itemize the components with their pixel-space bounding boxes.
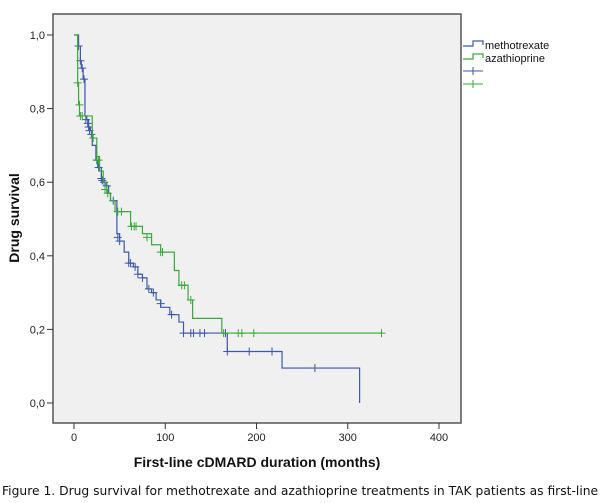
censor-mark bbox=[156, 299, 165, 308]
x-tick-label: 100 bbox=[156, 432, 174, 444]
legend-censor-methotrexate bbox=[463, 67, 483, 75]
censor-mark bbox=[84, 123, 93, 131]
y-tick-label: 0,2 bbox=[30, 324, 45, 336]
censor-mark bbox=[245, 347, 254, 356]
censor-mark bbox=[94, 163, 103, 172]
legend-label: azathioprine bbox=[485, 53, 545, 65]
y-tick-label: 0,0 bbox=[30, 398, 45, 410]
y-tick-label: 0,6 bbox=[30, 177, 45, 189]
x-axis-title: First-line cDMARD duration (months) bbox=[134, 454, 381, 470]
censor-mark bbox=[78, 64, 87, 73]
censor-mark bbox=[223, 347, 232, 356]
censor-mark bbox=[117, 207, 126, 216]
censor-mark bbox=[75, 100, 84, 109]
censor-mark bbox=[89, 134, 98, 143]
censor-mark bbox=[186, 295, 195, 304]
censor-mark bbox=[138, 273, 147, 282]
censor-mark bbox=[74, 42, 83, 51]
censor-mark bbox=[133, 270, 142, 279]
kaplan-meier-chart: 0,0 0,2 0,4 0,6 0,8 1,0 0 100 200 300 400 methotr… bbox=[6, 13, 549, 470]
series-layer bbox=[73, 34, 386, 403]
censor-mark bbox=[83, 119, 92, 128]
x-axis: 0 100 200 300 400 bbox=[71, 423, 448, 444]
y-tick-label: 0,4 bbox=[30, 251, 45, 263]
y-axis: 0,0 0,2 0,4 0,6 0,8 1,0 bbox=[30, 30, 53, 410]
censor-mark bbox=[158, 248, 167, 257]
censor-mark bbox=[73, 78, 82, 87]
censor-mark bbox=[87, 130, 96, 139]
legend-swatch-azathioprine bbox=[463, 53, 484, 60]
censor-mark bbox=[179, 329, 188, 338]
y-tick-label: 1,0 bbox=[30, 30, 45, 42]
x-tick-label: 400 bbox=[430, 432, 448, 444]
censor-mark bbox=[132, 222, 141, 231]
censor-mark bbox=[94, 156, 103, 165]
censor-mark bbox=[377, 329, 386, 338]
censor-mark bbox=[180, 281, 189, 290]
censor-mark bbox=[131, 262, 140, 271]
censor-mark bbox=[98, 176, 107, 185]
censor-mark bbox=[200, 329, 209, 338]
legend-swatch-methotrexate bbox=[463, 40, 484, 47]
censor-mark bbox=[310, 364, 319, 373]
y-tick-label: 0,8 bbox=[30, 104, 45, 116]
censor-mark bbox=[219, 329, 228, 338]
series-azathioprine bbox=[73, 34, 386, 338]
censor-mark bbox=[237, 329, 246, 338]
censor-mark bbox=[268, 347, 277, 356]
censor-mark bbox=[81, 115, 90, 124]
censor-mark bbox=[249, 329, 258, 338]
censor-mark bbox=[80, 75, 89, 84]
x-tick-label: 0 bbox=[71, 432, 77, 444]
x-tick-label: 200 bbox=[247, 432, 265, 444]
plot-area bbox=[52, 13, 462, 424]
censor-mark bbox=[143, 233, 151, 242]
censor-mark bbox=[78, 111, 87, 120]
censor-mark bbox=[167, 310, 176, 319]
censor-mark bbox=[126, 259, 135, 268]
censor-mark bbox=[113, 233, 122, 242]
censor-mark bbox=[149, 288, 158, 297]
censor-mark bbox=[144, 284, 153, 293]
legend-label: methotrexate bbox=[485, 40, 549, 52]
censor-mark bbox=[115, 237, 124, 246]
x-tick-label: 300 bbox=[339, 432, 357, 444]
y-axis-title: Drug survival bbox=[6, 173, 22, 262]
censor-mark bbox=[103, 189, 112, 198]
legend-censor-azathioprine bbox=[463, 80, 483, 88]
figure-caption: Figure 1. Drug survival for methotrexate… bbox=[2, 484, 599, 498]
